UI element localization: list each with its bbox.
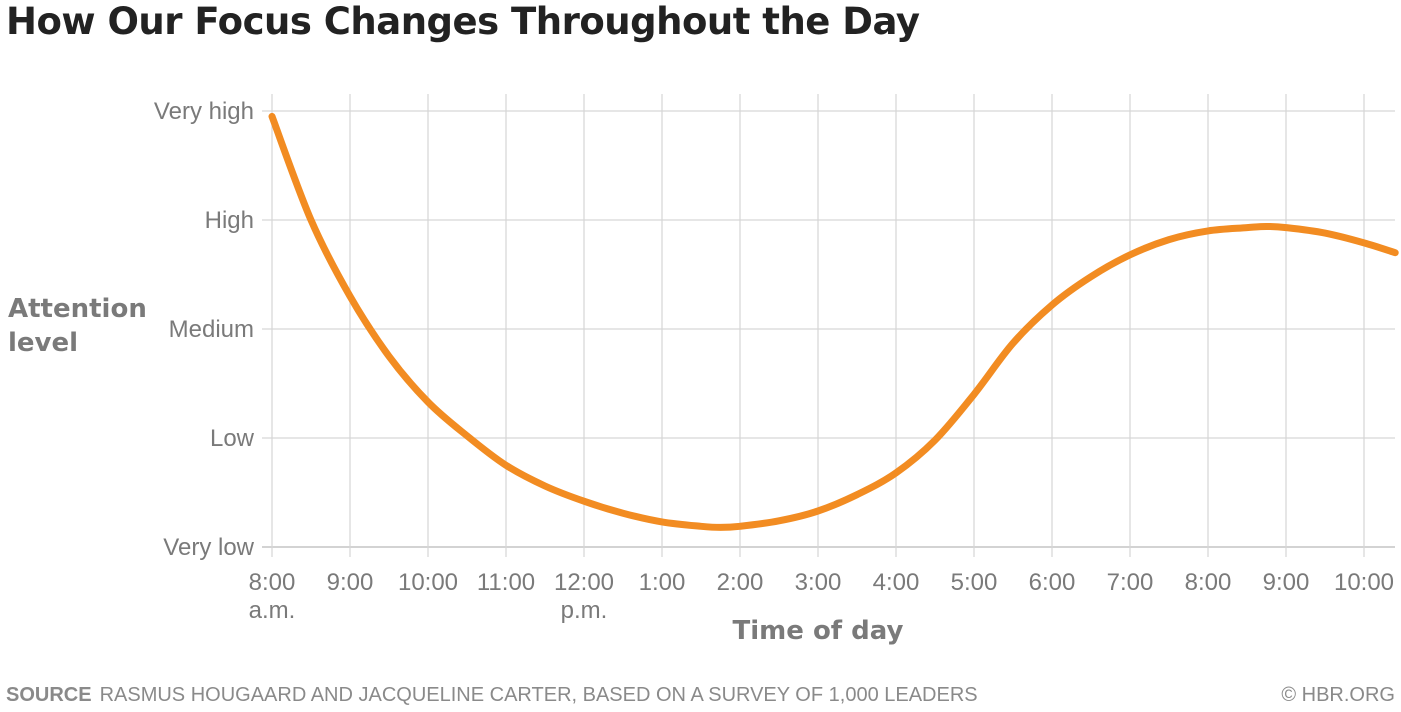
- x-tick-label: 8:00: [249, 569, 296, 596]
- chart-title: How Our Focus Changes Throughout the Day: [6, 0, 920, 43]
- x-tick-sublabel: p.m.: [561, 597, 608, 624]
- x-tick-label: 4:00: [873, 569, 920, 596]
- x-tick-label: 3:00: [795, 569, 842, 596]
- x-tick-label: 2:00: [717, 569, 764, 596]
- x-tick-label: 8:00: [1185, 569, 1232, 596]
- x-tick-label: 1:00: [639, 569, 686, 596]
- series-line-attention: [268, 112, 1399, 531]
- grid: [262, 94, 1395, 557]
- x-tick-label: 10:00: [398, 569, 458, 596]
- y-tick-label: High: [205, 207, 254, 234]
- source-label: SOURCE: [6, 684, 92, 706]
- x-tick-sublabel: a.m.: [249, 597, 296, 624]
- x-tick-label: 9:00: [327, 569, 374, 596]
- series-group: [268, 112, 1399, 531]
- y-tick-label: Very high: [154, 98, 254, 125]
- source-note: SOURCE RASMUS HOUGAARD AND JACQUELINE CAR…: [6, 684, 978, 707]
- copyright: © HBR.ORG: [1281, 684, 1395, 706]
- y-axis-title: Attention level: [8, 294, 147, 358]
- x-tick-label: 6:00: [1029, 569, 1076, 596]
- x-axis-ticks: 8:00a.m.9:00 10:00 11:00 12:00p.m.1:00 2:00 3…: [249, 569, 1394, 624]
- x-tick-label: 7:00: [1107, 569, 1154, 596]
- x-tick-label: 12:00: [554, 569, 614, 596]
- x-tick-label: 5:00: [951, 569, 998, 596]
- y-tick-label: Very low: [163, 534, 254, 561]
- y-tick-label: Medium: [169, 316, 254, 343]
- y-axis-ticks: Very low Low Medium High Very high: [154, 98, 255, 561]
- source-text: RASMUS HOUGAARD AND JACQUELINE CARTER, B…: [99, 684, 978, 706]
- x-tick-label: 10:00: [1334, 569, 1394, 596]
- x-axis-title: Time of day: [732, 616, 904, 646]
- x-tick-label: 9:00: [1263, 569, 1310, 596]
- x-tick-label: 11:00: [477, 569, 535, 596]
- y-tick-label: Low: [210, 425, 255, 452]
